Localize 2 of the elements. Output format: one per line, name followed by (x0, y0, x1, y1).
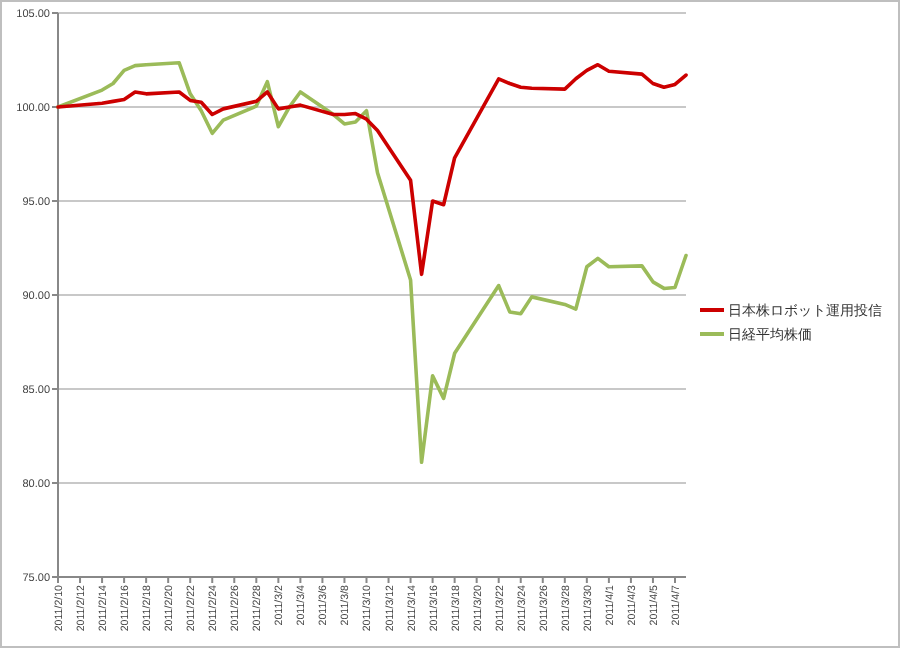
line-series (56, 61, 688, 465)
line-series (56, 62, 688, 277)
